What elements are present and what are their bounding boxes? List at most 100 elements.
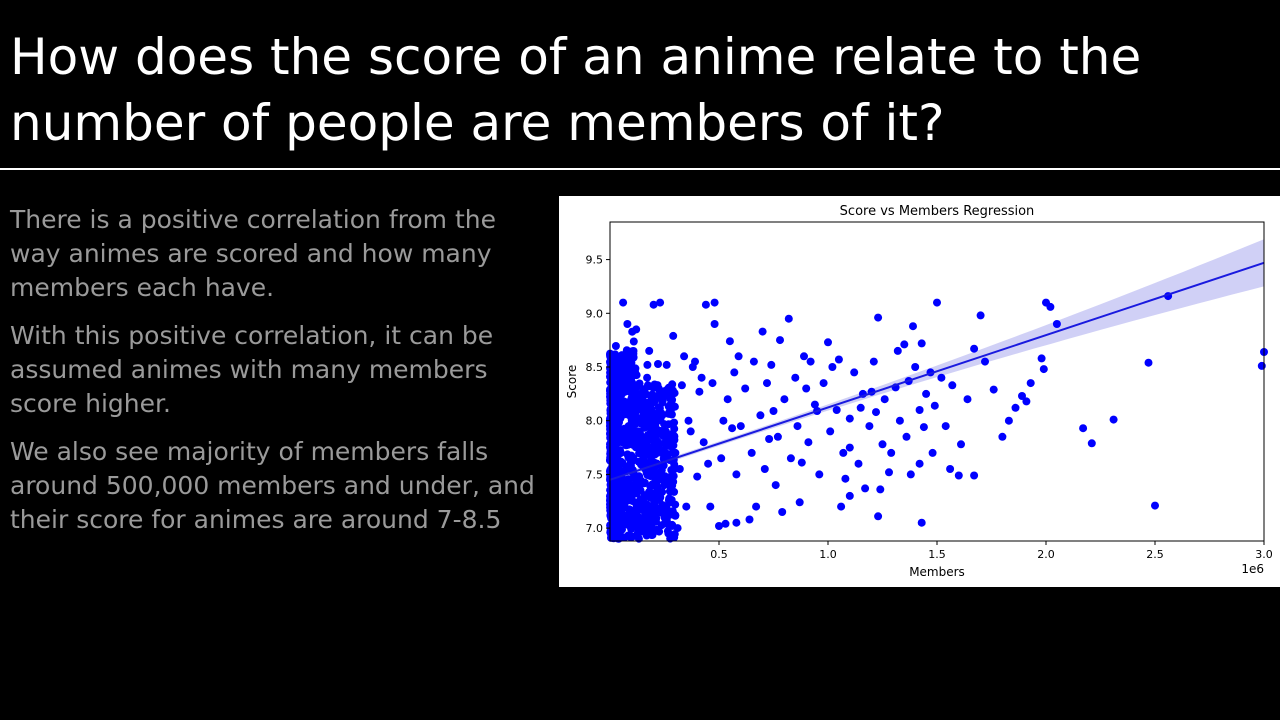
data-point [834,355,843,364]
data-point [645,346,654,355]
data-point [1039,365,1048,374]
data-point [662,478,670,487]
data-point [784,314,793,323]
chart-title: Score vs Members Regression [840,204,1035,219]
x-axis-label: Members [909,565,965,579]
data-point [957,440,965,449]
data-point [643,360,652,369]
data-point [715,522,723,530]
data-point [767,360,776,369]
data-point [691,357,699,366]
data-point [909,322,917,331]
data-point [645,488,654,496]
data-point [632,402,641,411]
data-point [609,533,618,542]
data-point [1026,379,1035,388]
data-point [769,407,778,415]
data-point [778,508,787,516]
data-point [1257,361,1266,370]
data-point [915,406,924,414]
data-point [872,408,880,417]
data-point [946,465,955,473]
data-point [611,342,620,350]
slide-title: How does the score of an anime relate to… [10,28,1142,152]
data-point [668,520,677,529]
data-point [624,475,633,484]
data-point [626,517,635,526]
y-tick-label: 7.5 [586,468,604,481]
data-point [752,502,761,511]
data-point [652,488,661,497]
data-point [900,340,909,349]
data-point [917,518,926,527]
data-point [629,337,638,346]
data-point [645,420,654,429]
data-point [810,400,819,409]
data-point [876,485,885,494]
data-point [606,405,615,413]
x-tick-label: 2.0 [1037,548,1055,561]
data-point [616,519,625,528]
data-point [677,381,686,390]
data-point [655,504,664,513]
data-point [628,327,637,336]
x-tick-label: 3.0 [1255,548,1273,561]
data-point [670,533,679,542]
data-point [708,379,717,388]
data-point [686,427,695,436]
data-point [643,469,652,478]
data-point [793,422,802,431]
data-point [970,471,979,480]
data-point [636,419,645,428]
data-point [656,416,665,425]
data-point [976,311,985,320]
data-point [771,481,780,490]
data-point [652,517,660,526]
x-tick-label: 2.5 [1146,548,1164,561]
data-point [839,448,848,457]
data-point [854,459,863,468]
data-point [1109,415,1118,424]
data-point [954,471,963,480]
data-point [644,382,653,391]
data-point [804,438,813,447]
data-point [637,394,646,403]
data-point [760,465,769,473]
data-point [824,338,832,347]
plot-frame [609,221,1265,542]
data-point [717,454,726,463]
data-point [930,401,939,410]
data-point [637,503,646,512]
data-point [756,411,765,420]
x-tick-label: 1.0 [819,548,837,561]
data-point [618,389,626,398]
data-point [917,339,926,348]
data-point [815,470,824,479]
data-point [632,383,641,392]
data-point [948,381,957,390]
data-point [933,298,941,307]
data-point [747,448,756,457]
data-point [636,527,645,536]
data-point [653,429,662,438]
data-point [660,439,669,448]
data-point [725,337,734,346]
data-point [780,395,789,404]
data-point [869,357,878,366]
data-point [832,406,841,414]
data-point [655,495,664,504]
data-point [845,491,854,500]
data-point [701,300,710,309]
body-text: There is a positive correlation from the… [10,203,535,551]
data-point [895,416,904,425]
data-point [911,363,920,371]
data-point [874,512,883,521]
data-point [706,502,715,511]
data-point [850,368,859,377]
data-point [878,440,887,449]
data-point [1046,302,1055,311]
data-point [669,331,678,340]
data-point [806,357,815,366]
data-point [615,383,624,392]
data-point [721,519,730,528]
